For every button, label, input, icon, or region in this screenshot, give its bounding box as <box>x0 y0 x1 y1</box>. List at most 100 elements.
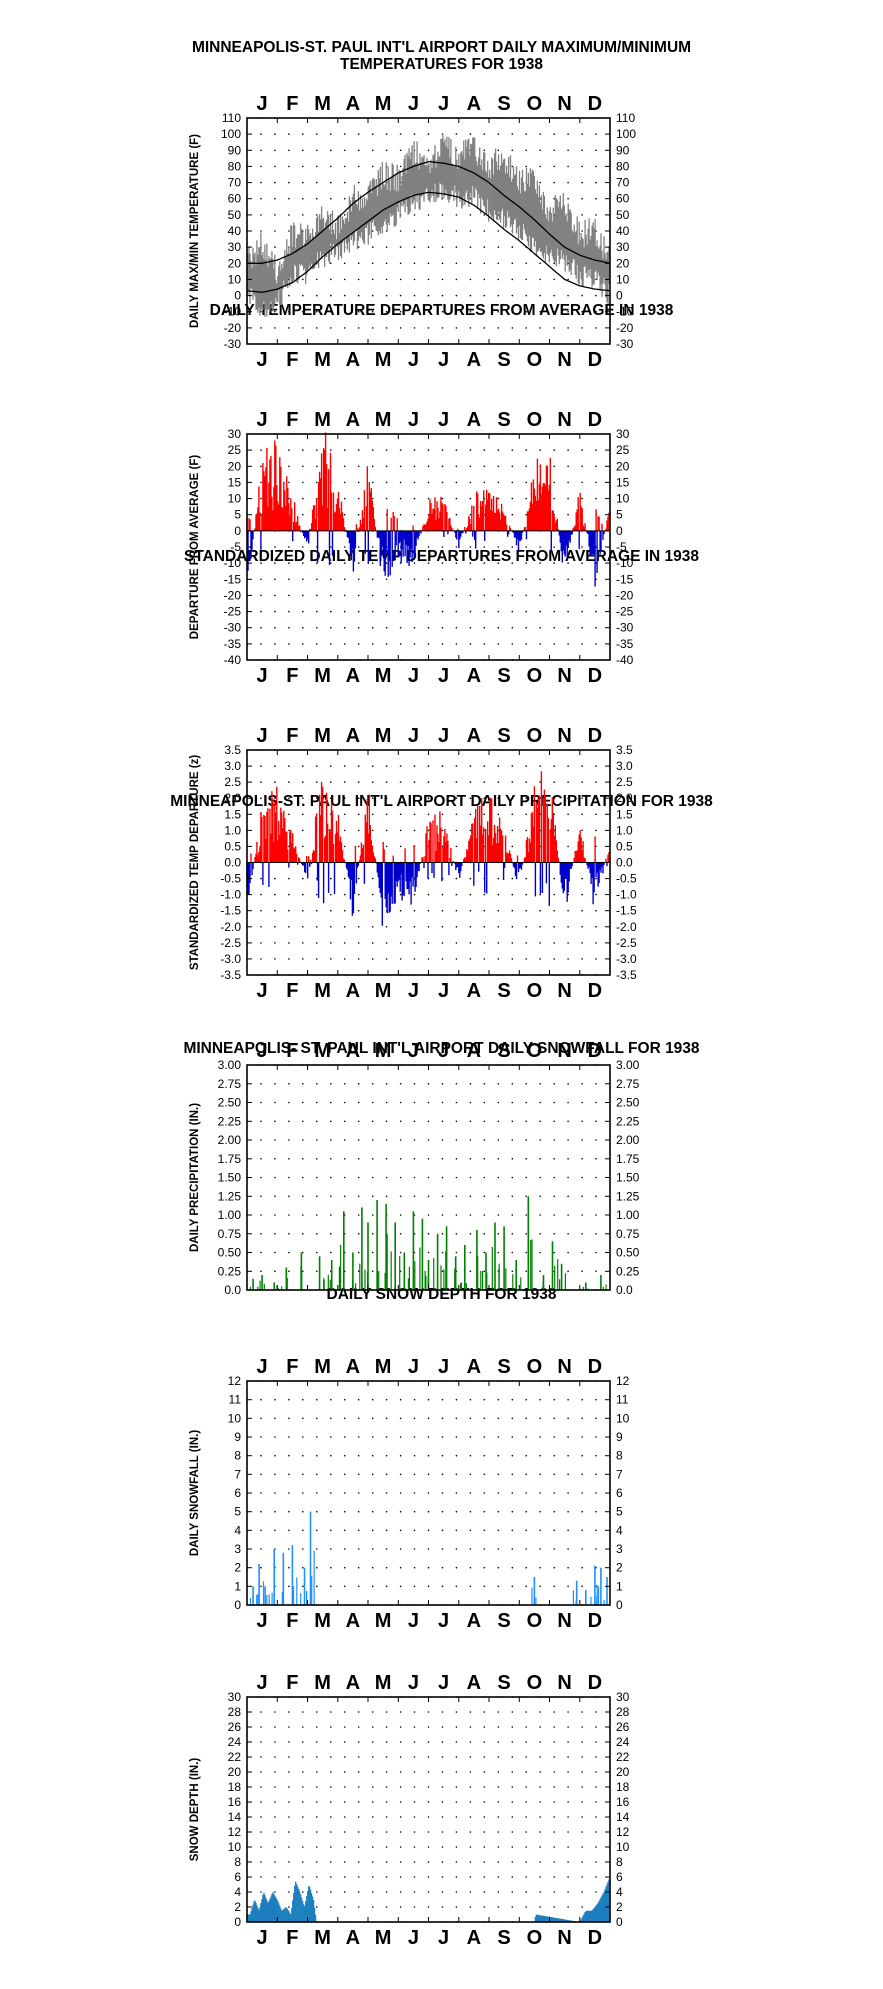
grid-dot <box>525 765 527 767</box>
grid-dot <box>413 813 416 816</box>
grid-dot <box>288 1891 290 1893</box>
grid-dot <box>595 829 597 832</box>
month-label-bottom: M <box>375 980 392 1002</box>
grid-dot <box>497 1726 500 1728</box>
y-tick-label-right: -15 <box>616 572 634 586</box>
grid-dot <box>343 546 346 548</box>
month-label-bottom: F <box>286 349 298 371</box>
grid-dot <box>539 942 541 944</box>
month-label-bottom: M <box>314 349 331 371</box>
grid-dot <box>302 327 304 329</box>
grid-dot <box>441 1861 444 1863</box>
grid-dot <box>302 1398 304 1401</box>
grid-dot <box>539 1711 541 1713</box>
grid-dot <box>483 958 486 960</box>
grid-dot <box>483 1473 486 1476</box>
grid-dot <box>511 481 514 484</box>
grid-dot <box>497 626 500 629</box>
grid-dot <box>316 294 318 297</box>
grid-dot <box>441 1756 444 1758</box>
y-tick-label-right: 12 <box>616 1374 630 1388</box>
chart-2: -40 -40-35 -35-30 -30-25 -25-20 -20-15 -15-10-… <box>189 409 634 687</box>
grid-dot <box>497 893 500 896</box>
grid-dot <box>413 133 416 135</box>
y-tick-label-right: -30 <box>616 621 634 635</box>
grid-dot <box>455 327 458 329</box>
grid-dot <box>330 797 332 799</box>
grid-dot <box>525 310 527 313</box>
grid-dot <box>567 813 569 816</box>
month-label-bottom: O <box>527 980 543 1002</box>
grid-dot <box>357 1756 360 1758</box>
grid-dot <box>581 1436 583 1438</box>
month-label-top: D <box>588 725 602 747</box>
grid-dot <box>260 181 262 184</box>
grid-dot <box>260 626 262 629</box>
grid-dot <box>525 1891 527 1893</box>
y-tick-label-left: 0.25 <box>218 1264 242 1278</box>
y-tick-label-left: 110 <box>222 111 241 125</box>
grid-dot <box>357 1473 360 1476</box>
grid-dot <box>316 781 318 783</box>
grid-dot <box>357 1398 360 1401</box>
grid-dot <box>595 1436 597 1438</box>
grid-dot <box>455 449 458 451</box>
chart4-title: MINNEAPOLIS-ST. PAUL INT'L AIRPORT DAILY… <box>170 793 713 810</box>
grid-dot <box>469 546 472 548</box>
grid-dot <box>371 230 374 232</box>
grid-dot <box>539 1816 541 1818</box>
month-label-top: S <box>497 409 510 431</box>
grid-dot <box>567 845 569 848</box>
month-label-top: A <box>346 1356 360 1378</box>
grid-dot <box>288 1566 290 1569</box>
grid-dot <box>539 578 541 581</box>
grid-dot <box>302 942 304 944</box>
y-tick-label-left: 30 <box>228 427 242 441</box>
grid-dot <box>581 1771 583 1773</box>
grid-dot <box>330 1436 332 1438</box>
grid-dot <box>399 1816 402 1818</box>
grid-dot <box>274 1176 276 1179</box>
grid-dot <box>595 1417 597 1420</box>
grid-dot <box>483 1120 486 1123</box>
grid-dot <box>371 1861 374 1863</box>
y-tick-label-left: -2.0 <box>220 920 241 934</box>
grid-dot <box>427 926 430 928</box>
month-label-top: F <box>286 1356 298 1378</box>
grid-dot <box>288 1398 290 1401</box>
grid-dot <box>427 1529 430 1532</box>
grid-dot <box>483 610 486 613</box>
grid-dot <box>413 1876 416 1878</box>
grid-dot <box>511 626 514 629</box>
grid-dot <box>274 781 276 783</box>
grid-dot <box>316 1158 318 1160</box>
grid-dot <box>581 626 583 629</box>
grid-dot <box>343 449 346 451</box>
grid-dot <box>260 1139 262 1141</box>
grid-dot <box>595 1816 597 1818</box>
grid-dot <box>469 1831 472 1833</box>
month-label-top: O <box>527 1672 543 1694</box>
grid-dot <box>330 1101 332 1104</box>
grid-dot <box>371 643 374 645</box>
grid-dot <box>399 230 402 232</box>
grid-dot <box>455 562 458 564</box>
month-label-top: M <box>314 1356 331 1378</box>
grid-dot <box>581 594 583 597</box>
grid-dot <box>483 643 486 645</box>
grid-dot <box>553 1176 555 1179</box>
grid-dot <box>343 497 346 500</box>
month-label-top: N <box>557 725 571 747</box>
grid-dot <box>274 1436 276 1438</box>
grid-dot <box>581 1195 583 1198</box>
grid-dot <box>483 1831 486 1833</box>
grid-dot <box>357 1251 360 1254</box>
grid-dot <box>302 1101 304 1104</box>
grid-dot <box>581 1492 583 1494</box>
grid-dot <box>427 1831 430 1833</box>
grid-dot <box>399 829 402 832</box>
y-tick-label-right: 90 <box>616 143 630 157</box>
grid-dot <box>581 1831 583 1833</box>
y-tick-label-right: 2.5 <box>616 775 633 789</box>
grid-dot <box>274 1786 276 1788</box>
